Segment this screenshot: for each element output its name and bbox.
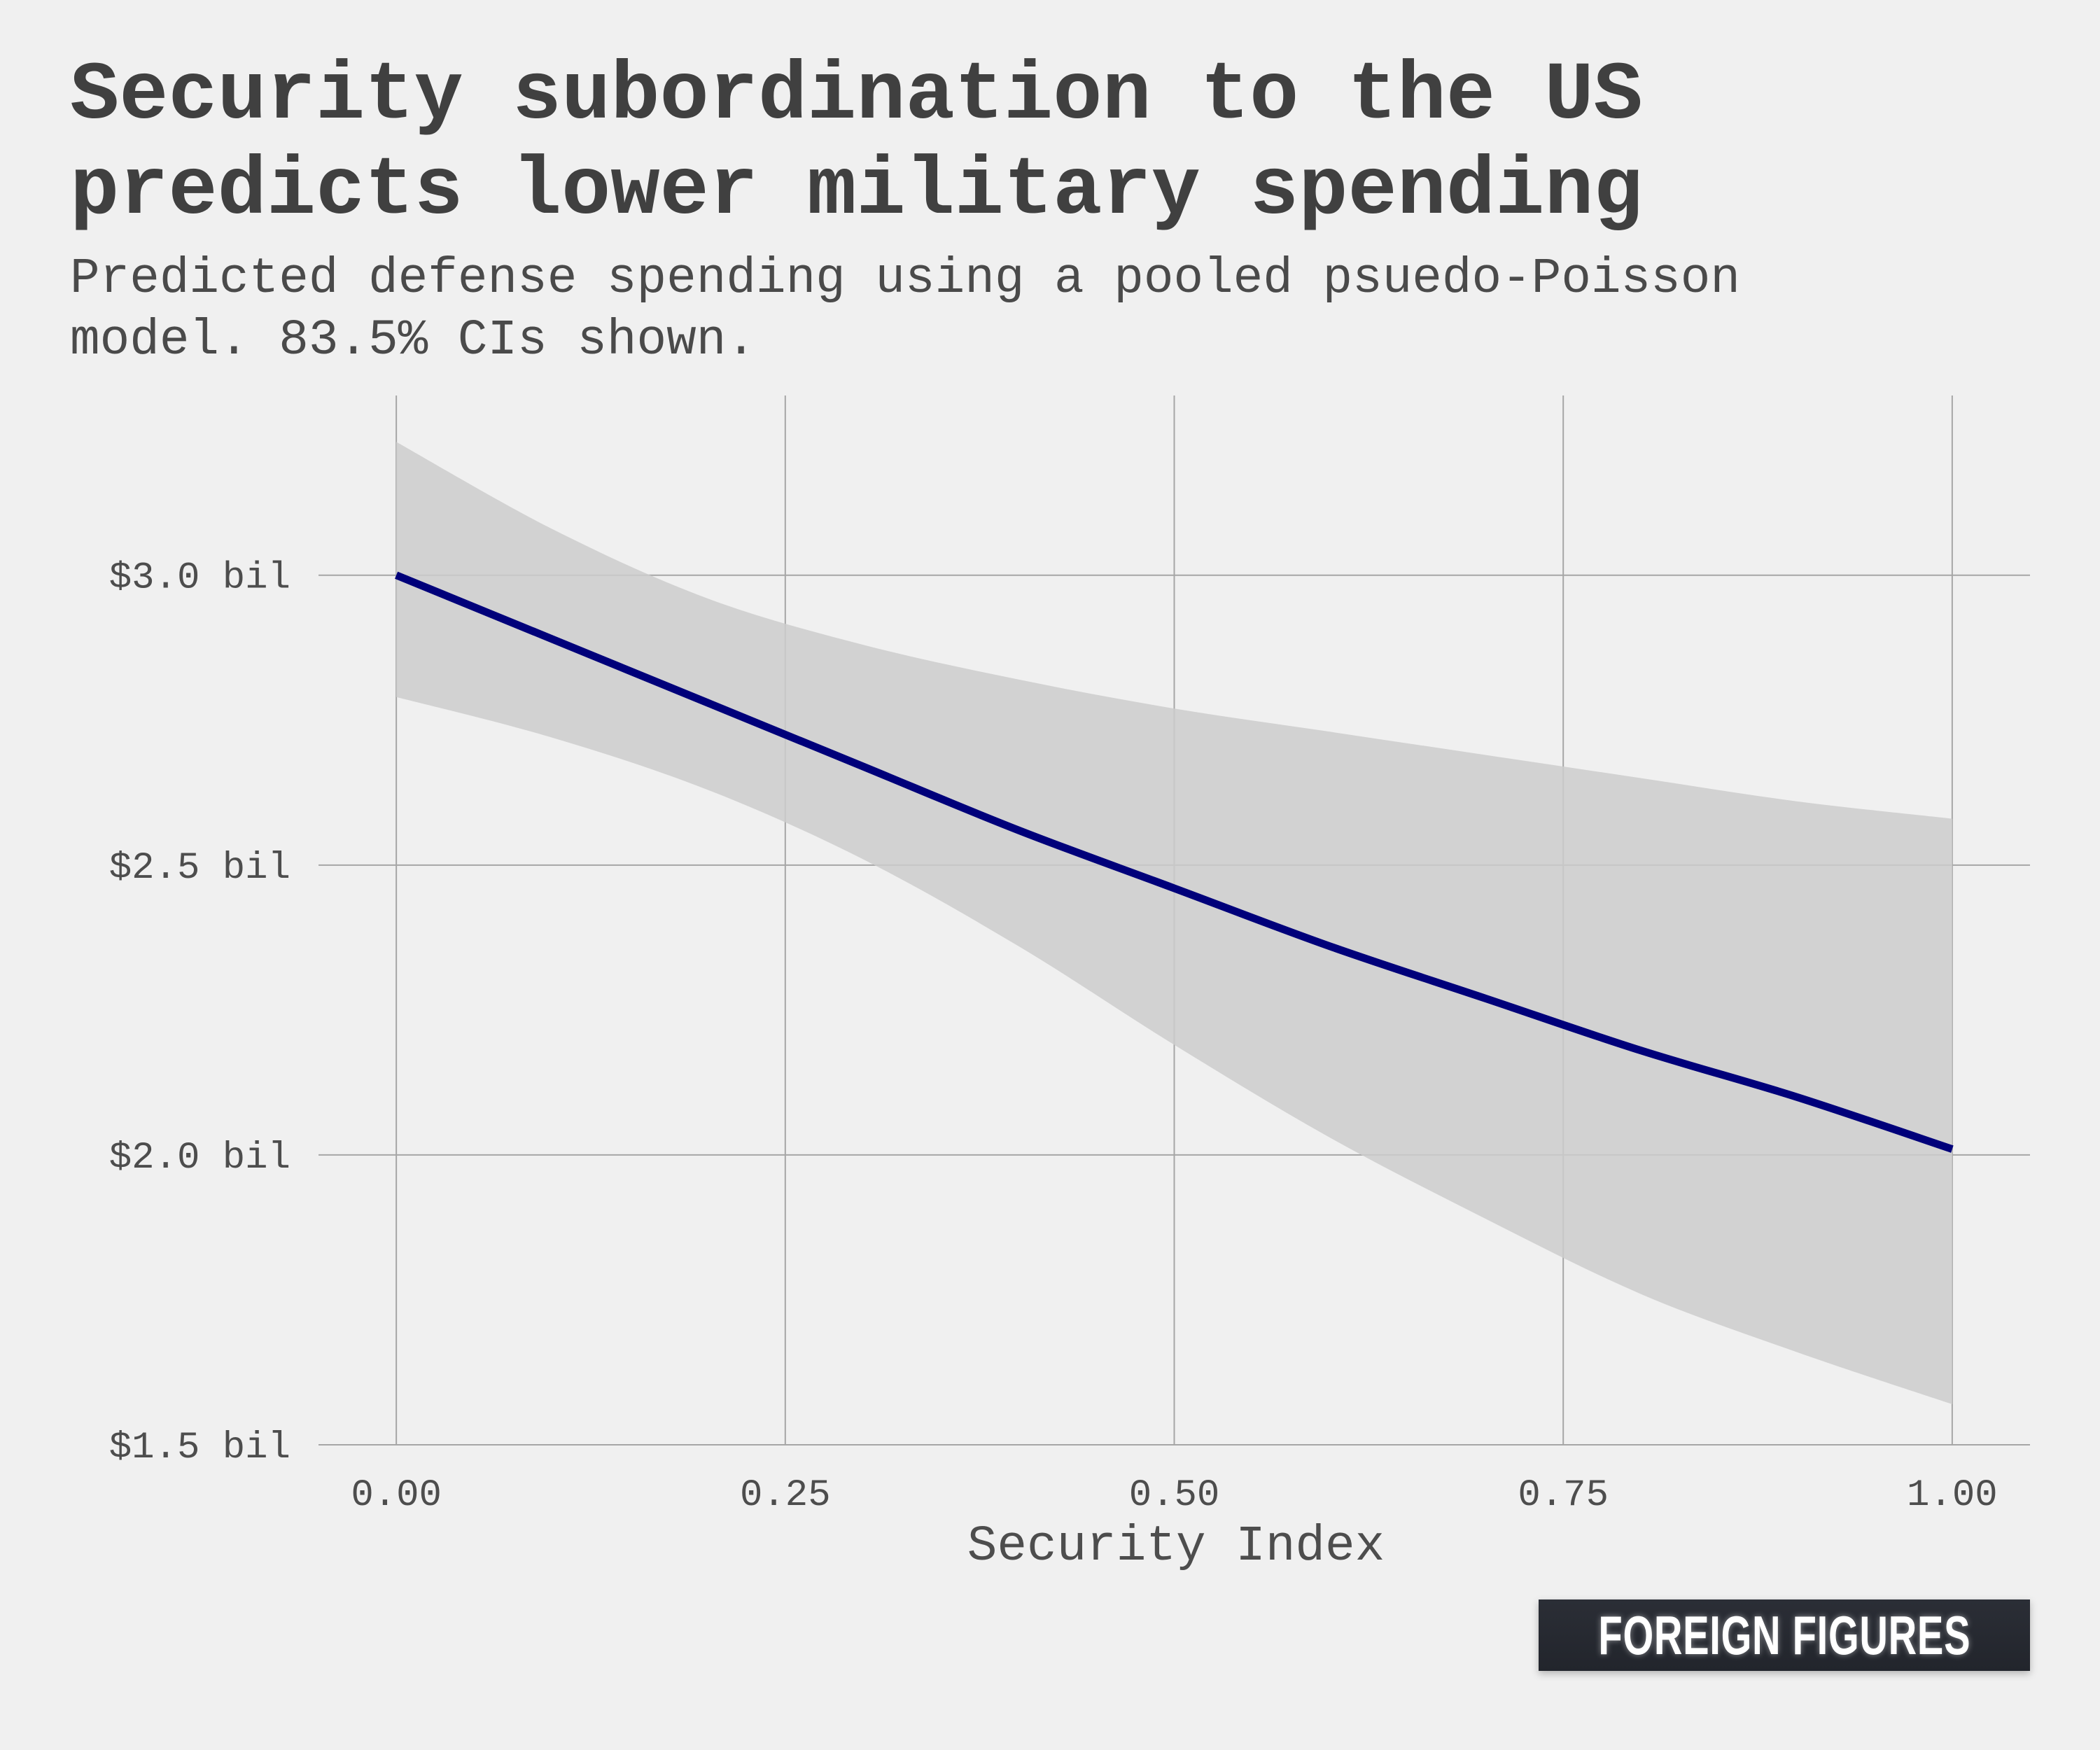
chart-subtitle: Predicted defense spending using a poole… — [70, 251, 1740, 369]
y-tick-label: $2.5 bil — [109, 847, 290, 890]
x-tick-label: 0.50 — [1129, 1474, 1220, 1517]
y-tick-label: $1.5 bil — [109, 1427, 290, 1469]
x-tick-label: 0.00 — [351, 1474, 442, 1517]
line-layer — [395, 571, 1954, 1153]
tick-labels: 0.00 0.25 0.50 0.75 1.00 $1.5 bil $2.0 bil $2.5… — [109, 557, 1998, 1517]
confidence-band — [396, 442, 1952, 1404]
x-tick-label: 0.75 — [1518, 1474, 1609, 1517]
x-axis-title: Security Index — [967, 1519, 1385, 1575]
y-tick-label: $2.0 bil — [109, 1137, 290, 1180]
y-tick-label: $3.0 bil — [109, 557, 290, 600]
predicted-spending-line — [395, 571, 1954, 1153]
confidence-band-layer — [396, 442, 1952, 1404]
brand-logo-text: FOREIGN FIGURES — [1598, 1604, 1970, 1666]
brand-logo: FOREIGN FIGURES — [1539, 1600, 2030, 1671]
x-tick-label: 0.25 — [740, 1474, 831, 1517]
x-tick-label: 1.00 — [1907, 1474, 1998, 1517]
chart-title: Security subordination to the US predict… — [70, 50, 1643, 238]
